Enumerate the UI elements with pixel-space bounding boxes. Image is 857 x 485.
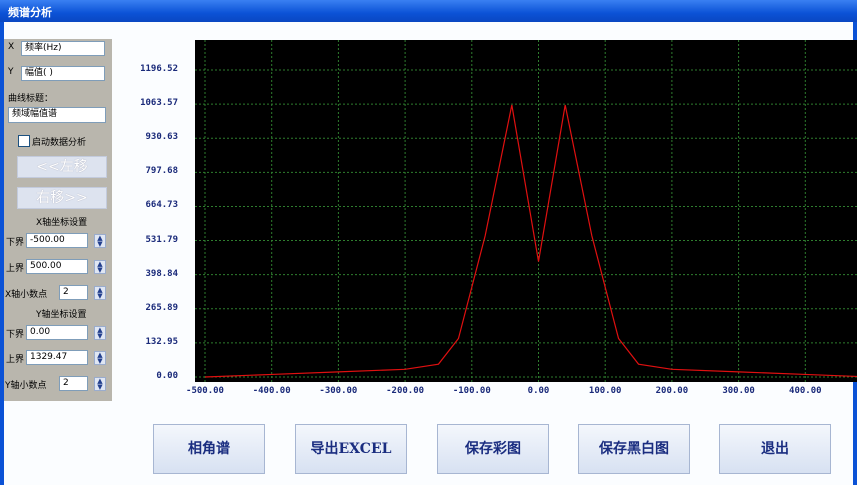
x-upper-input[interactable]: 500.00: [26, 259, 88, 274]
curve-title-input[interactable]: 频域幅值谱: [8, 107, 106, 123]
x-tick-label: 100.00: [588, 386, 622, 396]
save-bw-image-button[interactable]: 保存黑白图: [578, 424, 690, 474]
window-title: 频谱分析: [8, 6, 52, 19]
y-tick-label: 1063.57: [140, 98, 178, 109]
title-bar: 频谱分析: [0, 0, 857, 22]
x-prefix: X: [8, 42, 15, 52]
x-tick-label: -300.00: [319, 386, 358, 396]
exit-button[interactable]: 退出: [719, 424, 831, 474]
y-tick-label: 398.84: [145, 268, 178, 279]
shift-left-button[interactable]: <<左移: [17, 156, 107, 178]
settings-panel: X 频率(Hz) Y 幅值( ) 曲线标题： 频域幅值谱 启动数据分析 <<左移…: [4, 39, 112, 401]
y-prefix: Y: [8, 67, 14, 77]
y-lower-input[interactable]: 0.00: [26, 325, 88, 340]
x-lower-spinner[interactable]: ▲ ▼: [94, 234, 106, 248]
y-axis-section-title: Y轴坐标设置: [36, 310, 87, 320]
y-upper-label: 上界: [6, 355, 25, 365]
y-tick-label: 265.89: [145, 302, 178, 313]
y-tick-label: 664.73: [145, 200, 178, 211]
x-lower-label: 下界: [6, 238, 25, 248]
x-tick-label: 400.00: [789, 386, 822, 396]
y-tick-label: 1196.52: [140, 64, 178, 74]
x-tick-label: -200.00: [386, 386, 425, 396]
phase-spectrum-button[interactable]: 相角谱: [153, 424, 265, 474]
x-decimal-spinner[interactable]: ▲ ▼: [94, 286, 106, 300]
y-lower-spinner[interactable]: ▲ ▼: [94, 326, 106, 340]
y-tick-label: 132.95: [145, 336, 178, 347]
x-tick-label: 300.00: [722, 386, 755, 396]
spectrum-plot: [195, 40, 857, 382]
x-tick-label: -500.00: [186, 386, 224, 396]
shift-right-button[interactable]: 右移>>: [17, 187, 107, 209]
y-tick-label: 797.68: [145, 166, 178, 177]
y-upper-input[interactable]: 1329.47: [26, 350, 88, 365]
x-label-input[interactable]: 频率(Hz): [21, 41, 105, 56]
enable-analysis-label: 启动数据分析: [32, 138, 87, 148]
x-tick-label: 200.00: [655, 386, 689, 396]
spectrum-chart-svg: [195, 40, 857, 382]
curve-title-label: 曲线标题：: [8, 94, 54, 104]
x-decimal-input[interactable]: 2: [59, 285, 88, 300]
export-excel-button[interactable]: 导出EXCEL: [295, 424, 407, 474]
y-lower-label: 下界: [6, 330, 25, 340]
x-tick-label: -400.00: [252, 386, 291, 396]
save-color-image-button[interactable]: 保存彩图: [437, 424, 549, 474]
x-decimal-label: X轴小数点: [5, 290, 48, 300]
y-decimal-label: Y轴小数点: [5, 381, 47, 391]
spectrum-curve: [204, 104, 857, 378]
y-tick-label: 0.00: [156, 371, 178, 381]
y-label-input[interactable]: 幅值( ): [21, 66, 105, 81]
y-tick-label: 930.63: [145, 132, 178, 143]
y-tick-label: 531.79: [145, 234, 178, 245]
y-upper-spinner[interactable]: ▲ ▼: [94, 351, 106, 365]
enable-analysis-checkbox[interactable]: [18, 135, 30, 147]
x-upper-spinner[interactable]: ▲ ▼: [94, 260, 106, 274]
x-upper-label: 上界: [6, 264, 25, 274]
x-axis-section-title: X轴坐标设置: [36, 218, 88, 228]
x-tick-label: 0.00: [527, 386, 550, 396]
x-tick-label: -100.00: [452, 386, 491, 396]
y-decimal-spinner[interactable]: ▲ ▼: [94, 377, 106, 391]
x-lower-input[interactable]: -500.00: [26, 233, 88, 248]
y-decimal-input[interactable]: 2: [59, 376, 88, 391]
